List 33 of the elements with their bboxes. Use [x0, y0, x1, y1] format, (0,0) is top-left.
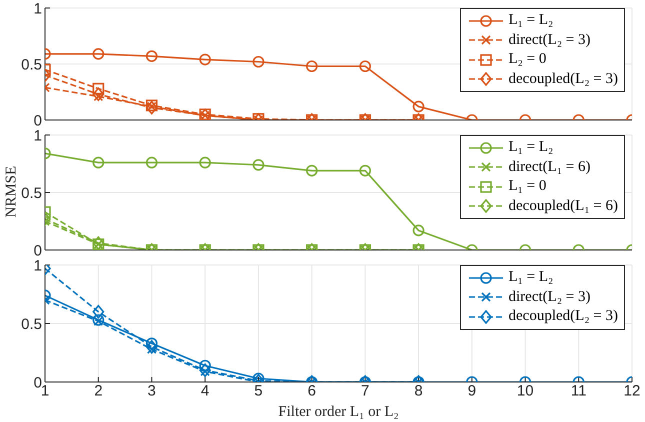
x-tick-label: 9: [468, 382, 476, 400]
legend-label: L₁ = 0: [508, 177, 546, 196]
legend-label: decoupled(L₂ = 3): [508, 70, 618, 88]
x-tick-label: 12: [624, 382, 640, 400]
x-tick-label: 10: [516, 382, 534, 400]
y-tick-label: 0.5: [21, 316, 42, 333]
legend-label: decoupled(L₂ = 3): [508, 307, 618, 326]
x-tick-label: 7: [361, 382, 370, 400]
y-tick-label: 0: [34, 242, 42, 260]
legend-label: decoupled(L₁ = 6): [508, 196, 618, 216]
y-tick-label: 0: [34, 112, 42, 130]
x-tick-label: 11: [570, 382, 586, 400]
x-tick-label: 4: [200, 382, 210, 400]
legend-label: direct(L₂ = 3): [508, 30, 591, 50]
x-axis-title: Filter order L₁ or L₂: [278, 404, 399, 420]
legend-label: L₂ = 0: [508, 50, 546, 69]
legend-label: direct(L₂ = 3): [508, 288, 591, 306]
y-tick-label: 1: [34, 127, 42, 144]
y-tick-label: 0.5: [21, 184, 42, 202]
x-tick-label: 6: [308, 382, 316, 400]
x-tick-label: 3: [148, 382, 156, 400]
legend-label: direct(L₁ = 6): [508, 158, 591, 176]
legend-label: L₁ = L₂: [508, 138, 554, 157]
y-tick-label: 1: [34, 257, 42, 274]
legend-label: L₁ = L₂: [508, 11, 554, 30]
y-tick-label: 1: [34, 0, 42, 18]
y-tick-label: 0.5: [21, 56, 42, 74]
x-tick-label: 2: [94, 382, 103, 400]
legend-label: L₁ = L₂: [508, 268, 554, 287]
x-tick-label: 8: [414, 382, 423, 400]
x-tick-label: 5: [254, 382, 263, 400]
y-tick-label: 0: [34, 374, 42, 392]
y-axis-title: NRMSE: [3, 166, 20, 218]
